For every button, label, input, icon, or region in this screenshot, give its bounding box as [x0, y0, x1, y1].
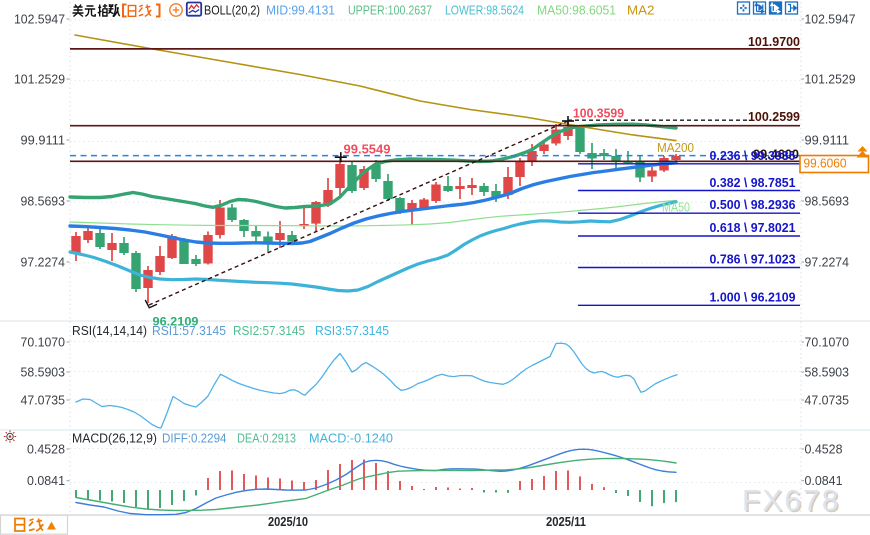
- svg-text:47.0735: 47.0735: [805, 393, 850, 407]
- svg-text:0.618 \ 97.8021: 0.618 \ 97.8021: [710, 220, 796, 235]
- svg-text:58.5903: 58.5903: [805, 365, 850, 379]
- svg-text:70.1070: 70.1070: [805, 335, 850, 349]
- svg-text:RSI1:57.3145: RSI1:57.3145: [152, 324, 226, 338]
- svg-text:0.0841: 0.0841: [27, 474, 65, 488]
- svg-text:DIFF:0.2294: DIFF:0.2294: [162, 432, 227, 446]
- svg-text:98.5693: 98.5693: [805, 194, 850, 208]
- svg-text:0.500 \ 98.2936: 0.500 \ 98.2936: [710, 197, 796, 212]
- svg-text:UPPER:100.2637: UPPER:100.2637: [348, 4, 432, 18]
- svg-text:97.2274: 97.2274: [21, 255, 66, 269]
- svg-text:FX678: FX678: [742, 485, 840, 518]
- svg-text:99.4600: 99.4600: [753, 148, 799, 162]
- svg-text:47.0735: 47.0735: [21, 393, 66, 407]
- svg-text:FX678: FX678: [744, 486, 842, 519]
- svg-text:0.786 \ 97.1023: 0.786 \ 97.1023: [710, 252, 796, 267]
- svg-text:96.2109: 96.2109: [153, 315, 199, 329]
- svg-text:102.5947: 102.5947: [805, 12, 856, 26]
- svg-text:0.4528: 0.4528: [805, 442, 843, 456]
- svg-text:70.1070: 70.1070: [21, 335, 66, 349]
- svg-text:58.5903: 58.5903: [21, 365, 66, 379]
- svg-text:MA200: MA200: [657, 141, 694, 155]
- svg-text:RSI3:57.3145: RSI3:57.3145: [315, 324, 389, 338]
- svg-text:MACD(26,12,9): MACD(26,12,9): [72, 432, 157, 446]
- svg-text:MID:99.4131: MID:99.4131: [266, 4, 335, 18]
- svg-text:102.5947: 102.5947: [14, 12, 65, 26]
- svg-text:97.2274: 97.2274: [805, 255, 850, 269]
- svg-text:1.000 \ 96.2109: 1.000 \ 96.2109: [710, 289, 796, 304]
- svg-text:MA50: MA50: [662, 201, 690, 215]
- svg-text:MA50:98.6051: MA50:98.6051: [537, 4, 616, 18]
- svg-text:98.5693: 98.5693: [21, 194, 66, 208]
- svg-text:BOLL(20,2): BOLL(20,2): [204, 4, 260, 18]
- svg-text:LOWER:98.5624: LOWER:98.5624: [445, 4, 524, 18]
- svg-text:RSI2:57.3145: RSI2:57.3145: [233, 324, 305, 338]
- svg-text:101.2529: 101.2529: [14, 72, 65, 86]
- svg-text:2025/11: 2025/11: [546, 515, 586, 529]
- svg-text:99.6060: 99.6060: [804, 156, 847, 171]
- svg-text:100.2599: 100.2599: [748, 110, 800, 124]
- svg-text:100.3599: 100.3599: [573, 107, 624, 121]
- svg-text:2025/10: 2025/10: [268, 515, 308, 529]
- svg-text:MACD:-0.1240: MACD:-0.1240: [309, 432, 393, 446]
- svg-text:101.2529: 101.2529: [805, 72, 856, 86]
- svg-text:99.9111: 99.9111: [805, 133, 850, 147]
- svg-text:RSI(14,14,14): RSI(14,14,14): [72, 324, 147, 338]
- svg-text:101.9700: 101.9700: [748, 35, 800, 49]
- svg-text:99.9111: 99.9111: [21, 133, 66, 147]
- svg-text:DEA:0.2913: DEA:0.2913: [237, 432, 296, 446]
- svg-text:0.236 \ 99.3935: 0.236 \ 99.3935: [710, 148, 796, 163]
- svg-text:99.5549: 99.5549: [344, 143, 391, 157]
- svg-text:0.382 \ 98.7851: 0.382 \ 98.7851: [710, 175, 796, 190]
- svg-text:0.4528: 0.4528: [27, 442, 65, 456]
- svg-text:MA2: MA2: [627, 4, 655, 18]
- svg-text:0.0841: 0.0841: [805, 474, 843, 488]
